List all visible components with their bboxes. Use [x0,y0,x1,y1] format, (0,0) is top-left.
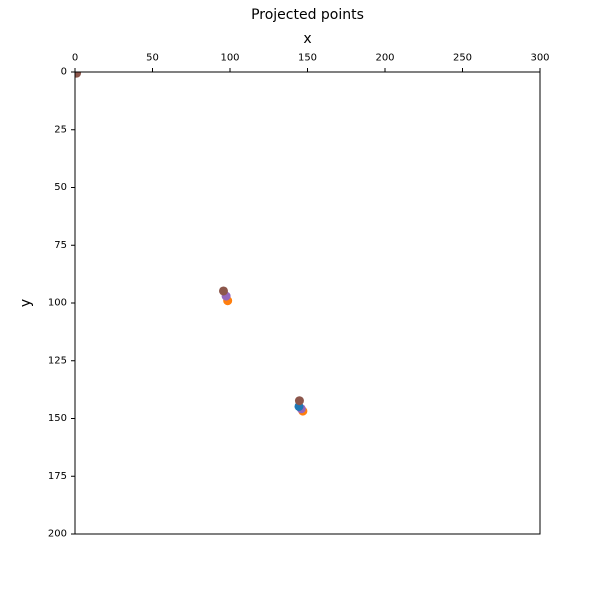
y-tick-label: 0 [61,67,67,78]
y-tick-label: 50 [54,182,67,193]
data-point [294,396,304,406]
x-axis-label: x [303,31,311,47]
x-tick-label: 250 [453,53,472,64]
data-point [218,286,228,296]
chart-title: Projected points [251,7,364,23]
x-tick-label: 50 [146,53,159,64]
x-tick-label: 100 [220,53,239,64]
x-tick-label: 200 [375,53,394,64]
x-tick-label: 0 [72,53,78,64]
y-axis-label: y [18,299,34,307]
x-ticks: 0 50 100 150 200 250 300 [72,53,550,72]
x-tick-label: 300 [530,53,549,64]
y-tick-label: 75 [54,240,67,251]
points [75,72,308,416]
data-point [75,72,82,78]
y-tick-label: 200 [48,529,67,540]
y-ticks: 0 25 50 75 100 125 150 175 200 [48,67,75,540]
y-tick-label: 100 [48,298,67,309]
y-tick-label: 150 [48,413,67,424]
x-tick-label: 150 [298,53,317,64]
y-tick-label: 25 [54,124,67,135]
y-tick-label: 175 [48,471,67,482]
y-tick-label: 125 [48,355,67,366]
plot-frame [74,71,541,535]
